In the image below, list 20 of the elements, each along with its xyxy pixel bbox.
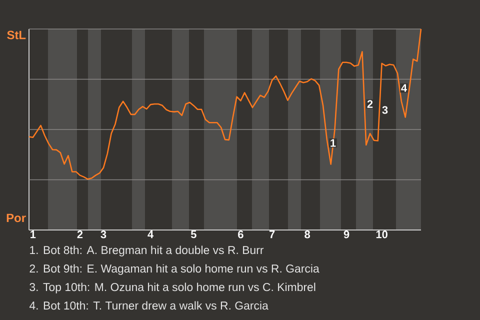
x-tick-label: 2 xyxy=(77,230,83,238)
text: 1. Bot 8th: A. Bregman hit a double vs R. Burr xyxy=(30,246,264,256)
x-tick-label: 5 xyxy=(190,230,196,238)
x-tick-label: 4 xyxy=(148,230,154,238)
text: 2. Bot 9th: E. Wagaman hit a solo home run vs R. Garcia xyxy=(30,264,320,275)
annotation: 4 xyxy=(401,84,407,92)
x-tick-label: 8 xyxy=(304,230,310,238)
text: 3. Top 10th: M. Ozuna hit a solo home run vs C. Kimbrel xyxy=(30,282,316,294)
x-tick-label: 6 xyxy=(238,230,244,238)
annotation: 3 xyxy=(382,106,388,114)
text: StL xyxy=(7,30,26,40)
x-tick-label: 9 xyxy=(344,230,350,238)
annotation: 2 xyxy=(367,100,373,108)
text: Por xyxy=(6,214,26,222)
text: 4. Bot 10th: T. Turner drew a walk vs R. Garcia xyxy=(29,301,268,310)
x-tick-label: 7 xyxy=(269,230,275,238)
x-tick-label: 1 xyxy=(30,230,36,238)
x-tick-label: 10 xyxy=(376,230,388,238)
x-tick-label: 3 xyxy=(100,230,106,238)
annotation: 1 xyxy=(330,139,336,147)
